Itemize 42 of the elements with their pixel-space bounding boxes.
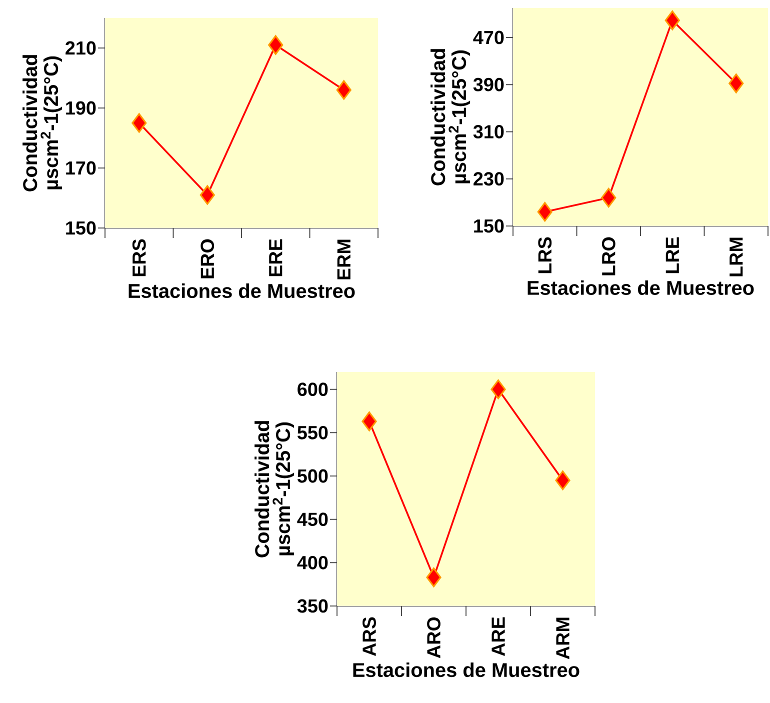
y-tick-label: 150: [474, 219, 504, 233]
y-tick-label: 470: [473, 30, 504, 44]
x-axis-title: Estaciones de Muestreo: [353, 662, 580, 678]
point: [426, 568, 442, 588]
point: [490, 380, 506, 400]
point: [268, 35, 284, 55]
y-tick-label: 350: [297, 599, 328, 613]
point: [336, 80, 352, 100]
point: [132, 113, 147, 133]
x-axis-title: Estaciones de Muestreo: [528, 280, 754, 295]
x-tick-label: LRM: [730, 238, 743, 276]
point: [362, 412, 377, 432]
x-tick-label: ARO: [427, 617, 440, 658]
point: [728, 74, 744, 94]
x-tick-label: ARS: [362, 617, 376, 656]
y-tick-label: 150: [66, 221, 96, 235]
y-tick-label: 600: [298, 382, 328, 396]
x-axis-title: Estaciones de Muestreo: [128, 283, 355, 298]
point: [601, 188, 616, 208]
x-tick-label: LRS: [538, 237, 552, 274]
y-tick-label: 550: [297, 426, 328, 440]
point: [664, 10, 680, 30]
y-tick-label: 400: [297, 556, 328, 570]
y-tick-label: 190: [66, 101, 96, 115]
x-tick-label: LRO: [602, 237, 616, 276]
x-tick-label: ARE: [492, 617, 505, 656]
x-tick-label: ERO: [200, 239, 214, 278]
point: [537, 202, 552, 222]
x-tick-label: ERM: [337, 240, 350, 280]
x-tick-label: LRE: [666, 237, 679, 274]
y-tick-label: 390: [473, 78, 504, 92]
y-tick-label: 210: [66, 41, 96, 55]
point: [200, 185, 215, 205]
point: [555, 470, 570, 490]
y-tick-label: 310: [473, 125, 504, 138]
y-tick-label: 450: [297, 512, 328, 526]
y-tick-label: 170: [66, 161, 96, 175]
x-tick-label: ERS: [132, 239, 146, 276]
y-tick-label: 230: [474, 172, 504, 186]
x-tick-label: ERE: [269, 239, 282, 276]
x-tick-label: ARM: [556, 618, 570, 660]
y-tick-label: 500: [297, 469, 328, 483]
